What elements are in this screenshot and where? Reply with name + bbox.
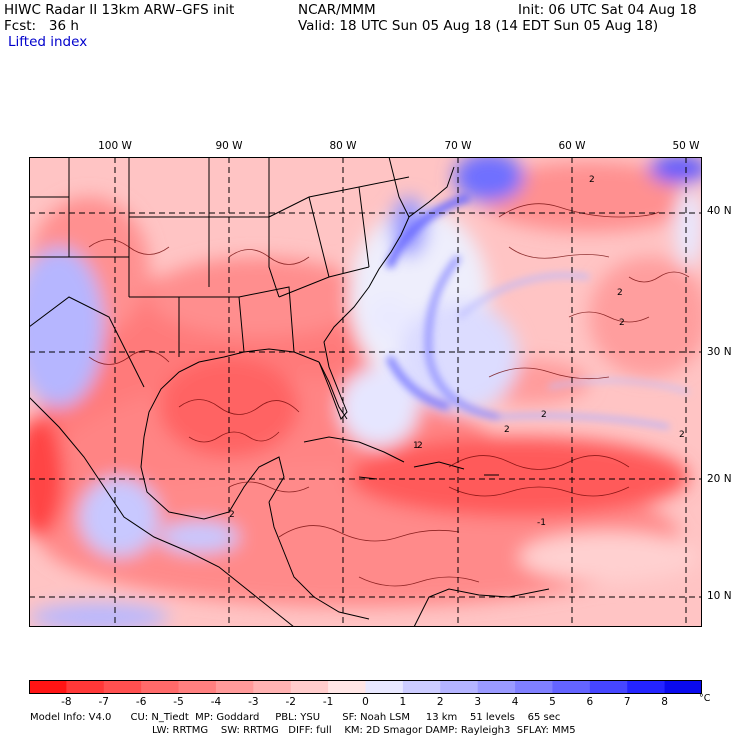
colorbar-tick-label: -4: [210, 696, 222, 708]
colorbar-swatch: [66, 680, 105, 694]
lon-label-100w: 100 W: [98, 140, 132, 152]
contour-label: 2: [617, 288, 623, 298]
lon-label-80w: 80 W: [329, 140, 357, 152]
colorbar-swatch: [515, 680, 553, 694]
forecast-hour: Fcst: 36 h: [4, 18, 79, 34]
lon-label-90w: 90 W: [215, 140, 243, 152]
lat-label-10n: 10 N: [707, 590, 732, 602]
contour-label: 2: [619, 318, 625, 328]
contour-label: 2: [589, 175, 595, 185]
colorbar-tick-label: 4: [511, 696, 519, 708]
colorbar-swatch: [589, 680, 628, 694]
colorbar-unit: °C: [699, 693, 711, 704]
colorbar-tick-label: -6: [135, 696, 147, 708]
colorbar-tick-label: -1: [322, 696, 334, 708]
colorbar-tick-label: 7: [623, 696, 631, 708]
colorbar-tick-label: 3: [474, 696, 481, 708]
model-title: HIWC Radar II 13km ARW–GFS init: [4, 2, 235, 18]
contour-label: 1: [413, 441, 419, 451]
contour-label: 2: [504, 425, 510, 435]
valid-time: Valid: 18 UTC Sun 05 Aug 18 (14 EDT Sun …: [298, 18, 659, 34]
model-info-line-1: Model Info: V4.0 CU: N_Tiedt MP: Goddard…: [30, 712, 561, 723]
contour-label: 2: [541, 410, 547, 420]
colorbar-tick-label: 6: [586, 696, 594, 708]
colorbar-swatch: [365, 680, 404, 694]
lat-label-30n: 30 N: [707, 346, 732, 358]
lifted-index-map: 2 2 2 2 2 2 2 -1 1 2: [29, 157, 702, 627]
colorbar-swatch: [627, 680, 666, 694]
colorbar-tick-label: 0: [362, 696, 369, 708]
colorbar-swatch: [477, 680, 516, 694]
colorbar: [29, 680, 702, 694]
model-info-line-2: LW: RRTMG SW: RRTMG DIFF: full KM: 2D Sm…: [152, 725, 576, 736]
colorbar-swatch: [178, 680, 217, 694]
lat-label-20n: 20 N: [707, 473, 732, 485]
colorbar-tick-label: -3: [248, 696, 259, 708]
lon-label-60w: 60 W: [558, 140, 586, 152]
colorbar-swatch: [328, 680, 366, 694]
colorbar-tick-label: -7: [98, 696, 109, 708]
lon-label-70w: 70 W: [444, 140, 472, 152]
colorbar-swatch: [290, 680, 329, 694]
organization: NCAR/MMM: [298, 2, 376, 18]
colorbar-tick-label: 2: [436, 696, 444, 708]
colorbar-swatch: [215, 680, 254, 694]
contour-label: 2: [417, 441, 423, 451]
colorbar-tick-label: 5: [549, 696, 556, 708]
colorbar-tick-label: -8: [61, 696, 72, 708]
colorbar-tick-label: 1: [399, 696, 407, 708]
contour-label: -1: [537, 518, 546, 528]
colorbar-tick-label: -2: [285, 696, 296, 708]
colorbar-swatch: [29, 680, 67, 694]
lat-lon-grid: [29, 157, 702, 627]
contour-label: 2: [679, 430, 685, 440]
contour-label-group: 2 2 2 2 2 2 2 -1 1 2: [229, 175, 685, 528]
field-name: Lifted index: [8, 34, 88, 50]
contour-lines: [88, 203, 690, 587]
colorbar-swatch: [402, 680, 441, 694]
colorbar-swatch: [664, 680, 702, 694]
lon-label-50w: 50 W: [672, 140, 700, 152]
map-frame: [29, 157, 702, 627]
geographic-outlines: [29, 157, 550, 627]
colorbar-tick-label: -5: [173, 696, 184, 708]
lat-label-40n: 40 N: [707, 205, 732, 217]
colorbar-swatch: [103, 680, 142, 694]
colorbar-swatch: [552, 680, 591, 694]
colorbar-swatch: [141, 680, 180, 694]
colorbar-swatch: [440, 680, 479, 694]
colorbar-swatch: [253, 680, 292, 694]
colorbar-frame: [29, 680, 702, 694]
field-shading: [29, 157, 702, 627]
colorbar-tick-label: 8: [661, 696, 668, 708]
init-time: Init: 06 UTC Sat 04 Aug 18: [518, 2, 697, 18]
contour-label: 2: [229, 510, 235, 520]
stable-bands: [385, 193, 690, 429]
